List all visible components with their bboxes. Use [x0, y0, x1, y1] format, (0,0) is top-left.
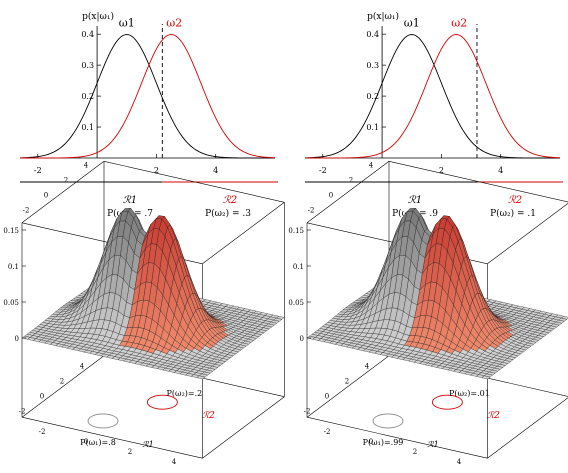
- density-curve-ω2: [20, 34, 276, 159]
- y-tick-label: 0.4: [81, 30, 94, 39]
- box-edge-bottom: [21, 355, 105, 418]
- z-tick-label: 0.05: [288, 299, 304, 307]
- top-x2-tick-label: -2: [308, 206, 315, 214]
- prior-label-w2: P(ω₂) = .1: [490, 208, 536, 219]
- y-tick-label: 0.4: [366, 30, 379, 39]
- floor-ellipse-R2: [146, 394, 178, 410]
- top-x2-tick-label: 4: [84, 161, 89, 169]
- x-tick-label: 4: [498, 166, 503, 175]
- floor-region-R1: ℛ1: [142, 440, 153, 449]
- surface-panel-4: P(ω₁)=.99 P(ω₂)=.01 ℛ1 ℛ2 0 0.05 0.1 0.15 -2 0 2 4 -…: [288, 161, 568, 466]
- floor-region-R2: ℛ2: [202, 411, 215, 421]
- y-tick-label: 0.1: [81, 123, 94, 132]
- box-edge-bottom: [202, 396, 285, 459]
- x-tick-label: -2: [319, 166, 327, 175]
- floor-ellipse-R1: [87, 413, 119, 429]
- box-edge-bottom: [306, 355, 390, 418]
- curve-label-ω2: ω2: [451, 17, 467, 30]
- y-axis-label: p(x|ω₁): [367, 11, 399, 22]
- box-edge-top: [202, 202, 285, 265]
- z-tick-label: 0: [15, 335, 19, 343]
- box-edge-top: [487, 202, 568, 265]
- y-axis-label: p(x|ω₁): [82, 11, 114, 22]
- y-tick-label: 0.2: [366, 92, 379, 101]
- floor-x2-tick-label: 4: [365, 363, 370, 371]
- top-x2-tick-label: 2: [349, 176, 353, 184]
- curve-label-ω1: ω1: [404, 17, 420, 30]
- z-tick-label: 0.05: [3, 299, 19, 307]
- box-edge-top: [103, 161, 285, 203]
- floor-x2-tick-label: 2: [60, 378, 64, 386]
- curve-label-ω2: ω2: [166, 17, 182, 30]
- floor-x1-tick-label: -2: [39, 428, 46, 436]
- floor-region-R2: ℛ2: [487, 411, 500, 421]
- floor-x1-tick-label: 4: [457, 458, 462, 466]
- box-edge-top: [21, 161, 105, 224]
- top-x2-tick-label: 0: [329, 191, 333, 199]
- box-edge-top: [388, 161, 568, 203]
- top-x2-tick-label: 2: [64, 176, 68, 184]
- region-label-R2: ℛ2: [508, 195, 522, 206]
- top-x2-tick-label: 0: [44, 191, 48, 199]
- density-curve-ω1: [19, 34, 275, 159]
- y-tick-label: 0.3: [366, 61, 379, 70]
- floor-ellipse-R2: [431, 394, 463, 410]
- x-tick-label: 4: [213, 166, 218, 175]
- box-edge-bottom: [487, 397, 568, 459]
- prior-label-w1: P(ω₁)=.8: [80, 438, 116, 447]
- floor-ellipse-R1: [372, 413, 404, 429]
- z-tick-label: 0.1: [8, 263, 19, 271]
- density-surface: [21, 208, 285, 380]
- floor-x1-tick-label: 4: [172, 458, 177, 466]
- floor-region-R1: ℛ1: [427, 440, 438, 449]
- floor-x2-tick-label: -2: [19, 408, 26, 416]
- floor-x1-tick-label: 2: [128, 448, 132, 456]
- region-label-R1: ℛ1: [408, 195, 422, 206]
- floor-x1-tick-label: 2: [413, 448, 417, 456]
- z-tick-label: 0.1: [293, 263, 304, 271]
- top-x2-tick-label: 4: [369, 161, 374, 169]
- surface-cell: [196, 375, 206, 380]
- density-curve-ω2: [305, 34, 561, 159]
- floor-x1-tick-label: 0: [369, 438, 373, 446]
- region-label-R2: ℛ2: [223, 195, 237, 206]
- x-tick-label: 2: [154, 166, 159, 175]
- top-x2-tick-label: -2: [23, 206, 30, 214]
- curve-label-ω1: ω1: [119, 17, 135, 30]
- floor-x2-tick-label: 4: [80, 363, 85, 371]
- z-tick-label: 0.15: [3, 227, 19, 235]
- region-label-R1: ℛ1: [123, 195, 137, 206]
- prior-label-w1: P(ω₁)=.99: [363, 438, 404, 447]
- x-tick-label: -2: [34, 166, 42, 175]
- floor-x2-tick-label: 0: [325, 393, 329, 401]
- floor-x1-tick-label: 0: [84, 438, 88, 446]
- z-tick-label: 0.15: [288, 227, 304, 235]
- floor-x2-tick-label: 0: [40, 393, 44, 401]
- box-edge-bottom: [21, 416, 203, 459]
- prior-label-w2: P(ω₂)=.01: [449, 389, 490, 398]
- floor-x2-tick-label: 2: [345, 378, 349, 386]
- x-tick-label: 2: [439, 166, 444, 175]
- surface-panel-3: P(ω₁)=.8 P(ω₂)=.2 ℛ1 ℛ2 0 0.05 0.1 0.15 -2 0 2 4 -2 0…: [3, 161, 285, 466]
- surface-cell: [481, 375, 491, 380]
- density-curve-ω1: [304, 34, 560, 159]
- density-surface: [306, 208, 568, 380]
- y-tick-label: 0.2: [81, 92, 94, 101]
- y-tick-label: 0.3: [81, 61, 94, 70]
- floor-x1-tick-label: -2: [324, 428, 331, 436]
- box-edge-bottom: [306, 416, 488, 459]
- y-tick-label: 0.1: [366, 123, 379, 132]
- floor-x2-tick-label: -2: [304, 408, 311, 416]
- prior-label-w2: P(ω₂) = .3: [205, 208, 251, 219]
- box-edge-top: [306, 161, 390, 224]
- z-tick-label: 0: [300, 335, 304, 343]
- prior-label-w2: P(ω₂)=.2: [167, 389, 203, 398]
